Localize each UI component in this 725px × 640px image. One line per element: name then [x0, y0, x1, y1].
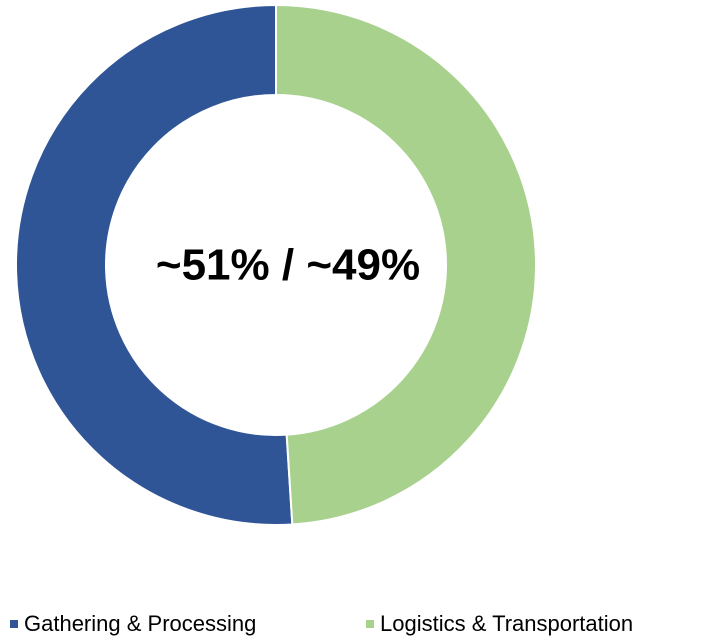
donut-slice — [15, 3, 294, 526]
legend-swatch — [10, 620, 18, 628]
center-label: ~51% / ~49% — [156, 241, 420, 290]
donut-slice — [275, 3, 537, 526]
legend-swatch — [366, 620, 374, 628]
legend-label: Logistics & Transportation — [380, 611, 633, 636]
legend-label: Gathering & Processing — [24, 611, 256, 636]
